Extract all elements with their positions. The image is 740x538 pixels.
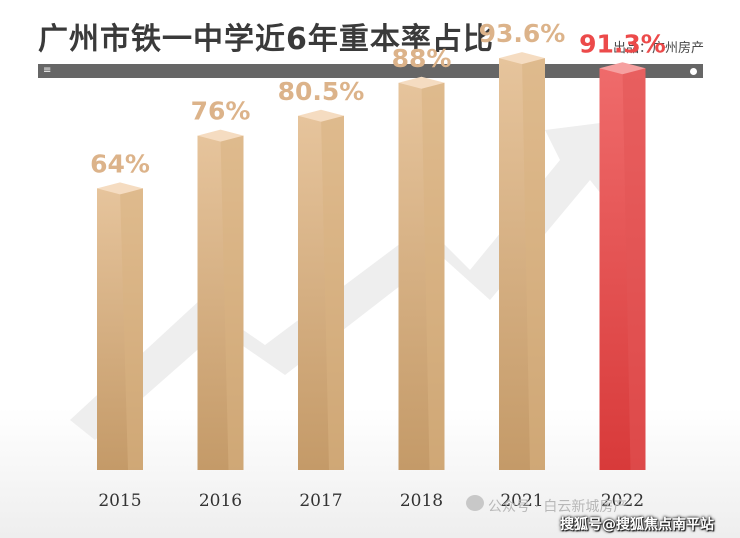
bar-top-2018	[398, 76, 445, 89]
tick-label-2022: 2022	[601, 491, 644, 511]
bar-shade-2022	[622, 68, 646, 470]
dot-icon	[690, 68, 697, 75]
bar-shade-2017	[321, 115, 344, 471]
data-label-2018: 88%	[392, 44, 452, 73]
bar-shade-2016	[220, 135, 244, 470]
wechat-icon	[466, 495, 484, 511]
tick-label-2016: 2016	[199, 491, 242, 511]
tick-label-2018: 2018	[400, 491, 443, 511]
bar-top-2017	[298, 109, 344, 122]
source-credit: 出品：广州房产	[612, 41, 704, 56]
tick-label-2017: 2017	[299, 491, 342, 511]
menu-icon: ≡	[43, 65, 52, 76]
data-label-2015: 64%	[90, 149, 150, 178]
bar-shade-2018	[421, 82, 445, 471]
data-label-2021: 93.6%	[479, 19, 566, 48]
watermark-text: 公众号 · 白云新城房产	[488, 499, 628, 515]
site-credit: 搜狐号@搜狐焦点南平站	[560, 517, 714, 533]
trend-arrow	[70, 118, 640, 440]
tick-label-2021: 2021	[500, 491, 543, 511]
data-label-2022: 91.3%	[579, 29, 666, 58]
bar-shade-2021	[522, 58, 545, 470]
bar-top-2015	[97, 182, 143, 195]
watermark: 公众号 · 白云新城房产	[466, 495, 628, 516]
bar-top-2016	[197, 129, 244, 142]
chart-title: 广州市铁一中学近6年重本率占比	[38, 22, 494, 57]
bar-top-2022	[599, 62, 646, 75]
data-label-2016: 76%	[191, 97, 251, 126]
bar-top-2021	[499, 52, 545, 65]
bar-shade-2015	[120, 188, 143, 470]
tick-label-2015: 2015	[98, 491, 141, 511]
data-label-2017: 80.5%	[278, 77, 365, 106]
